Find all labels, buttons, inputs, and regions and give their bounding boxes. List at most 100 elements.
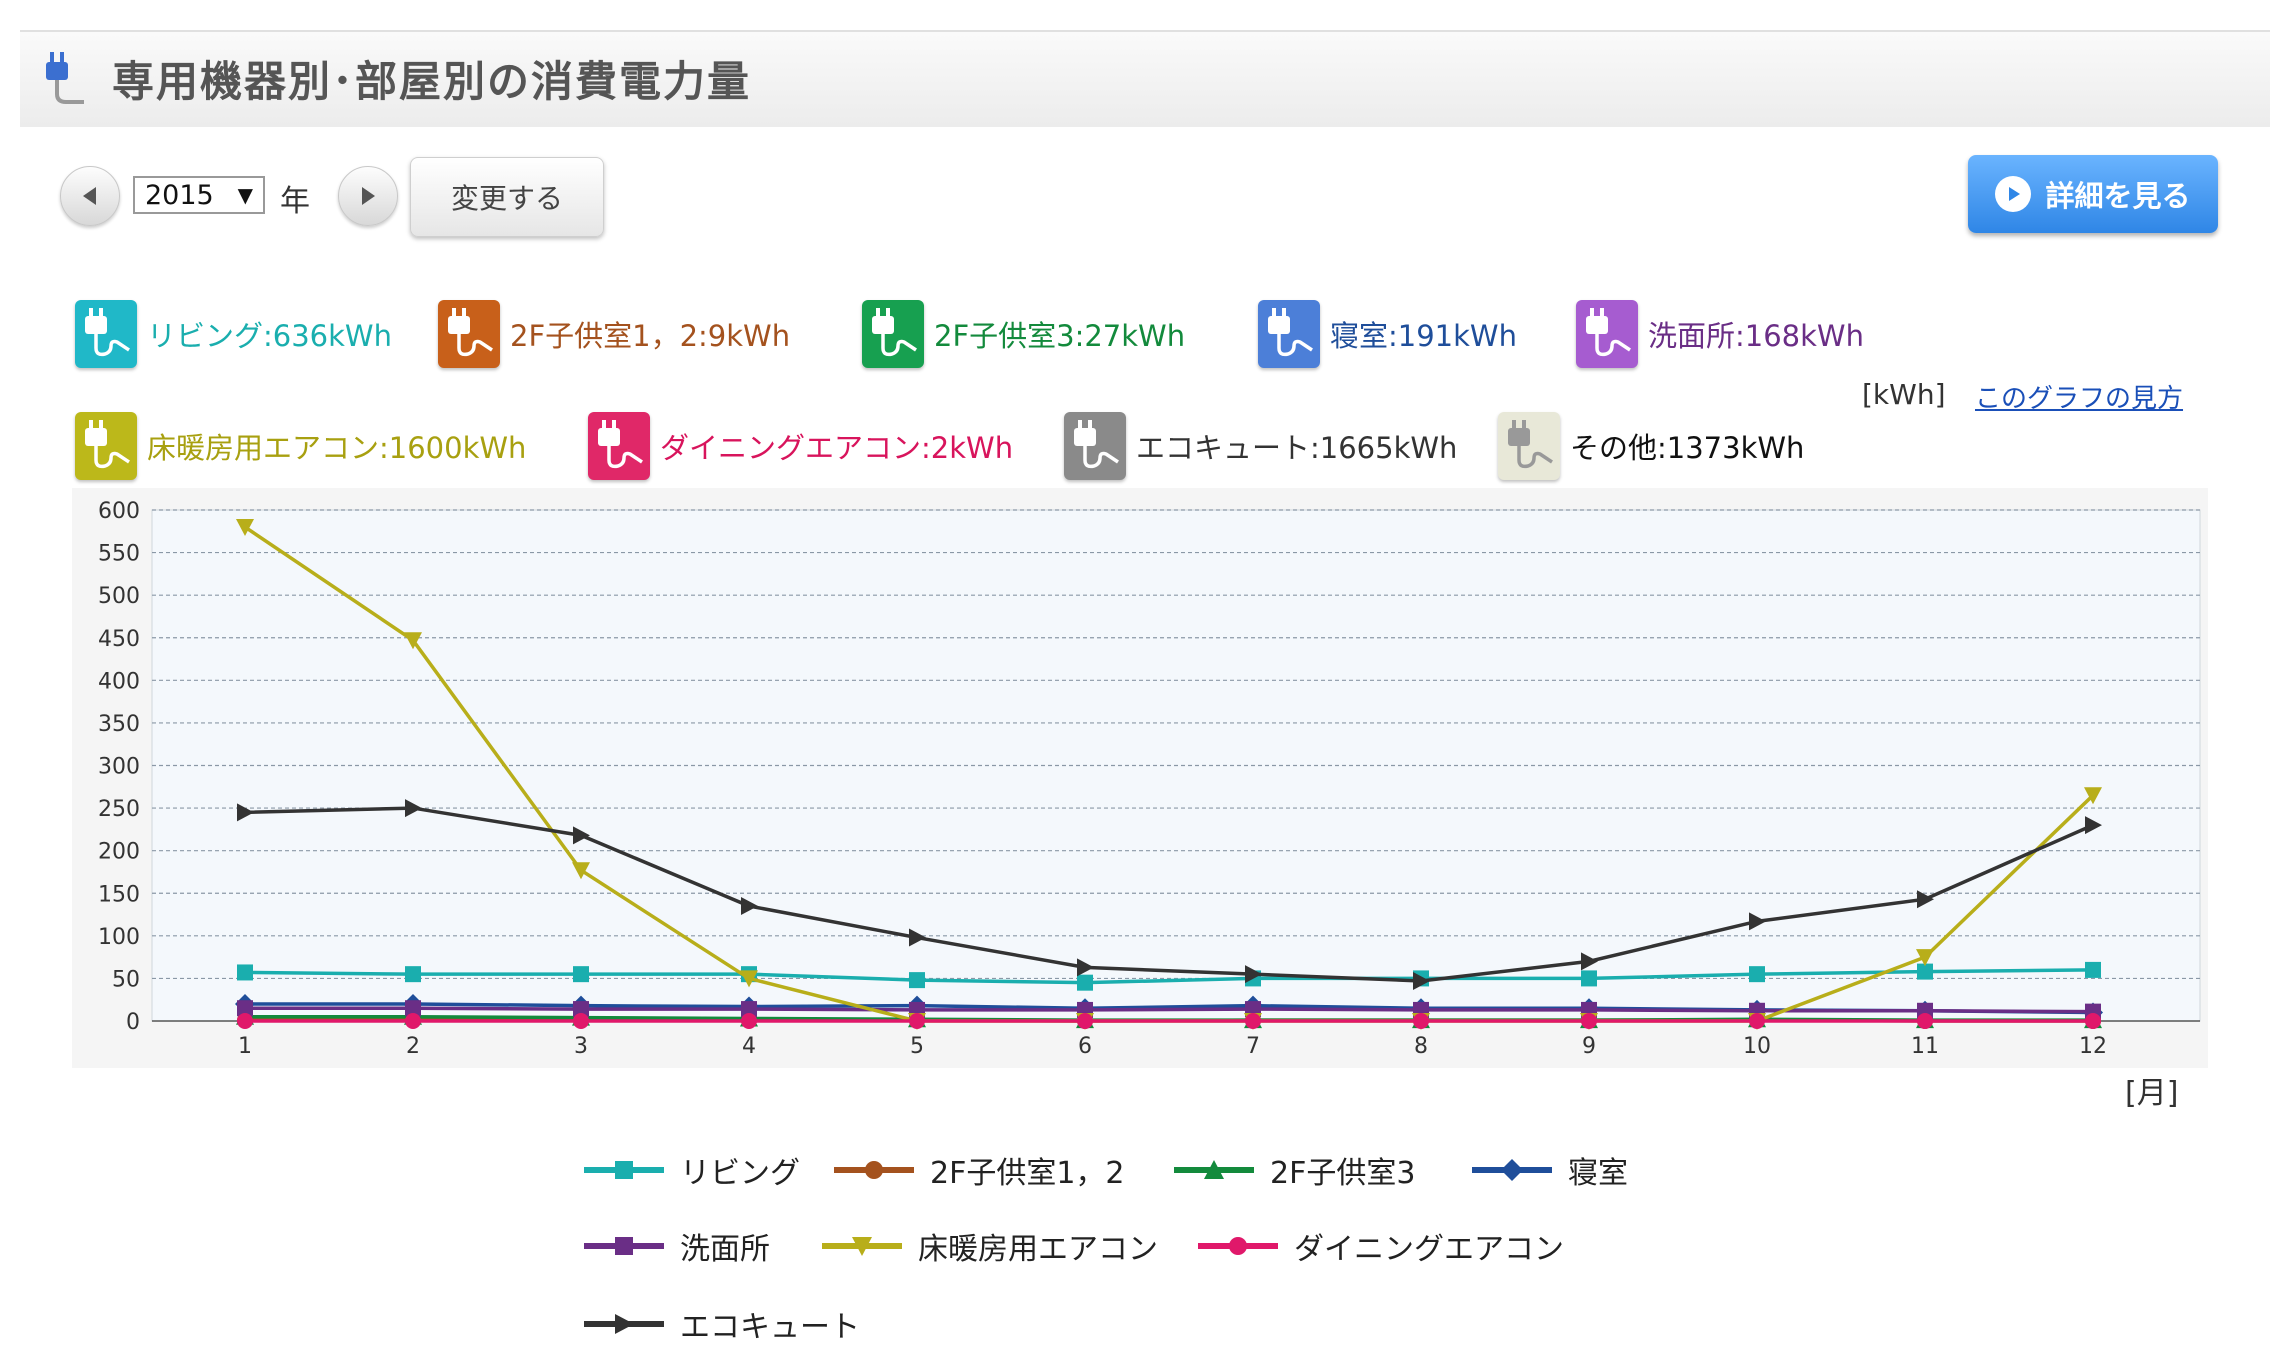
plug-icon: [1498, 412, 1560, 480]
data-point: [1916, 949, 1934, 967]
graph-guide-link[interactable]: このグラフの見方: [1975, 384, 2184, 414]
x-tick-label: 11: [1911, 1034, 1939, 1059]
data-point: [909, 928, 926, 947]
legend-item: 寝室: [1470, 1148, 1628, 1192]
data-point: [1413, 971, 1430, 990]
next-year-button[interactable]: [338, 166, 398, 226]
legend-swatch: [1198, 1237, 1278, 1255]
y-tick-label: 0: [126, 1010, 140, 1035]
view-details-label: 詳細を見る: [2045, 179, 2191, 213]
device-tile: エコキュート:1665kWh: [1064, 412, 1457, 480]
device-tile-label: ダイニングエアコン:2kWh: [660, 431, 1014, 465]
y-tick-label: 450: [98, 627, 140, 652]
year-unit-label: 年: [280, 184, 310, 219]
device-tile-label: 2F子供室1，2:9kWh: [510, 319, 791, 353]
y-tick-label: 350: [98, 712, 140, 737]
y-tick-label: 400: [98, 669, 140, 694]
data-point: [1749, 1013, 1765, 1029]
data-point: [2085, 816, 2102, 835]
legend-swatch: [834, 1161, 914, 1179]
series-エコキュート: [237, 799, 2102, 990]
x-tick-label: 3: [574, 1034, 588, 1059]
device-tile: 2F子供室3:27kWh: [862, 300, 1185, 368]
prev-year-button[interactable]: [60, 166, 120, 226]
legend-label: 2F子供室3: [1270, 1156, 1416, 1191]
data-point: [237, 1013, 253, 1029]
series-line: [244, 806, 2094, 983]
data-point: [1581, 1013, 1597, 1029]
device-tile-label: 寝室:191kWh: [1330, 319, 1517, 353]
data-point: [2084, 787, 2102, 805]
year-select[interactable]: 2015 ▼: [133, 176, 265, 214]
data-point: [1917, 963, 1933, 980]
device-tile: 寝室:191kWh: [1258, 300, 1517, 368]
arrow-left-icon: [83, 187, 96, 205]
data-point: [573, 1013, 589, 1029]
data-point: [237, 1000, 253, 1017]
data-point: [741, 1001, 757, 1018]
chevron-down-icon: ▼: [237, 183, 253, 207]
y-tick-label: 300: [98, 755, 140, 780]
legend-swatch: [1472, 1159, 1552, 1181]
device-tile-label: リビング:636kWh: [147, 319, 392, 353]
legend-item: 2F子供室3: [1172, 1148, 1415, 1192]
legend-label: エコキュート: [680, 1310, 860, 1345]
y-tick-label: 550: [98, 542, 140, 567]
plug-icon: [862, 300, 924, 368]
legend-label: 寝室: [1568, 1156, 1628, 1191]
x-tick-label: 10: [1743, 1034, 1771, 1059]
data-point: [1077, 958, 1094, 977]
year-select-value: 2015: [145, 179, 214, 211]
data-point: [1749, 966, 1765, 983]
legend-item: 床暖房用エアコン: [820, 1224, 1158, 1268]
unit-label: [kWh]: [1862, 378, 1946, 411]
legend-item: リビング: [582, 1148, 800, 1192]
data-point: [405, 1013, 421, 1029]
view-details-button[interactable]: 詳細を見る: [1968, 155, 2218, 233]
device-tile: 床暖房用エアコン:1600kWh: [75, 412, 526, 480]
legend-swatch: [584, 1314, 664, 1334]
y-tick-label: 600: [98, 499, 140, 524]
play-icon: [1995, 176, 2032, 212]
legend-swatch: [584, 1237, 664, 1255]
data-point: [741, 1013, 757, 1029]
y-tick-label: 50: [112, 967, 140, 992]
data-point: [236, 519, 254, 537]
series-line: [244, 968, 2094, 985]
plug-icon: [40, 48, 90, 108]
plug-icon: [1258, 300, 1320, 368]
legend-swatch: [1174, 1160, 1254, 1179]
y-tick-label: 250: [98, 797, 140, 822]
data-point: [741, 897, 758, 916]
data-point: [909, 1013, 925, 1029]
device-tile-label: 床暖房用エアコン:1600kWh: [147, 431, 527, 465]
data-point: [1917, 890, 1934, 909]
legend-label: ダイニングエアコン: [1294, 1232, 1564, 1267]
data-point: [740, 970, 758, 988]
device-tile: その他:1373kWh: [1498, 412, 1804, 480]
legend-item: エコキュート: [582, 1302, 860, 1346]
plug-icon: [438, 300, 500, 368]
plug-icon: [1064, 412, 1126, 480]
x-tick-label: 4: [742, 1034, 756, 1059]
data-point: [1749, 912, 1766, 931]
data-point: [1077, 1013, 1093, 1029]
device-tile: リビング:636kWh: [75, 300, 392, 368]
device-tile-label: 2F子供室3:27kWh: [934, 319, 1186, 353]
data-point: [572, 862, 590, 880]
data-point: [573, 1001, 589, 1018]
data-point: [1077, 974, 1093, 991]
y-tick-label: 200: [98, 840, 140, 865]
y-tick-label: 500: [98, 584, 140, 609]
plug-icon: [588, 412, 650, 480]
legend-label: 2F子供室1，2: [930, 1156, 1125, 1191]
device-tile-label: 洗面所:168kWh: [1648, 319, 1864, 353]
x-tick-label: 2: [406, 1034, 420, 1059]
data-point: [2085, 1013, 2101, 1029]
arrow-right-icon: [362, 187, 375, 205]
legend-label: 洗面所: [680, 1232, 770, 1267]
change-button[interactable]: 変更する: [410, 157, 604, 237]
y-tick-label: 150: [98, 882, 140, 907]
data-point: [1245, 1013, 1261, 1029]
